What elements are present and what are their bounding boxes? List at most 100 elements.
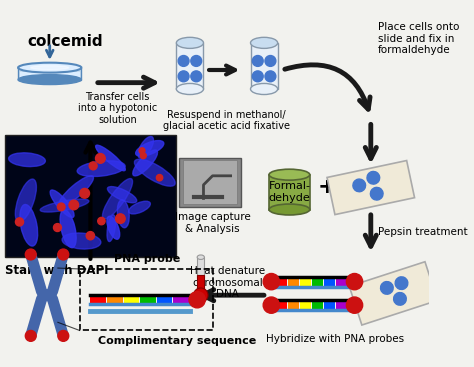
- Bar: [182, 160, 237, 204]
- Circle shape: [189, 291, 205, 308]
- Circle shape: [263, 297, 280, 313]
- Bar: [20, 72, 80, 80]
- Text: Resuspend in methanol/
glacial acetic acid fixative: Resuspend in methanol/ glacial acetic ac…: [163, 110, 290, 131]
- Ellipse shape: [9, 153, 46, 167]
- Bar: [176, 43, 203, 89]
- Ellipse shape: [176, 83, 203, 95]
- Ellipse shape: [40, 199, 89, 212]
- Ellipse shape: [251, 37, 278, 48]
- Circle shape: [116, 214, 125, 224]
- Bar: [251, 43, 278, 89]
- Bar: [18, 68, 82, 80]
- Text: +: +: [318, 177, 337, 197]
- Ellipse shape: [18, 63, 82, 73]
- Circle shape: [346, 297, 363, 313]
- Bar: [276, 277, 287, 287]
- Bar: [179, 158, 241, 207]
- Circle shape: [178, 55, 189, 66]
- Ellipse shape: [31, 66, 69, 70]
- Ellipse shape: [269, 169, 310, 180]
- Bar: [336, 300, 347, 310]
- Ellipse shape: [117, 200, 129, 228]
- Bar: [327, 160, 415, 215]
- Ellipse shape: [197, 255, 204, 259]
- Bar: [288, 300, 299, 310]
- Ellipse shape: [62, 233, 101, 249]
- Circle shape: [69, 200, 79, 210]
- Circle shape: [252, 55, 263, 66]
- Text: Complimentary sequence: Complimentary sequence: [98, 336, 256, 346]
- Circle shape: [395, 277, 408, 290]
- Circle shape: [58, 249, 69, 260]
- Circle shape: [265, 71, 276, 82]
- Circle shape: [370, 188, 383, 200]
- Circle shape: [252, 71, 263, 82]
- Circle shape: [191, 55, 201, 66]
- Text: colcemid: colcemid: [27, 34, 103, 49]
- Text: Heat denature
chromosomal
DNA: Heat denature chromosomal DNA: [191, 266, 265, 299]
- Ellipse shape: [107, 216, 120, 239]
- Circle shape: [367, 171, 380, 184]
- Bar: [269, 175, 310, 210]
- Bar: [324, 277, 335, 287]
- Circle shape: [193, 288, 208, 302]
- Circle shape: [25, 330, 36, 341]
- Ellipse shape: [269, 204, 310, 215]
- Circle shape: [80, 188, 90, 198]
- Circle shape: [156, 175, 163, 181]
- Text: Place cells onto
slide and fix in
formaldehyde: Place cells onto slide and fix in formal…: [378, 22, 459, 55]
- Ellipse shape: [176, 37, 203, 48]
- Bar: [312, 300, 323, 310]
- Text: Image capture
& Analysis: Image capture & Analysis: [174, 212, 250, 233]
- Circle shape: [393, 292, 406, 305]
- Bar: [5, 135, 176, 257]
- Ellipse shape: [108, 186, 137, 203]
- Ellipse shape: [133, 150, 157, 176]
- Circle shape: [353, 179, 365, 192]
- Bar: [300, 300, 311, 310]
- Circle shape: [95, 153, 105, 163]
- Bar: [336, 277, 347, 287]
- Bar: [124, 295, 139, 304]
- Circle shape: [16, 218, 24, 226]
- Ellipse shape: [102, 178, 133, 219]
- Ellipse shape: [59, 176, 93, 206]
- Circle shape: [191, 71, 201, 82]
- Circle shape: [263, 273, 280, 290]
- Ellipse shape: [15, 179, 36, 222]
- Bar: [300, 277, 311, 287]
- Circle shape: [25, 249, 36, 260]
- Circle shape: [139, 148, 145, 153]
- Ellipse shape: [18, 75, 82, 84]
- Bar: [173, 295, 189, 304]
- Bar: [107, 295, 123, 304]
- Ellipse shape: [128, 201, 150, 214]
- Ellipse shape: [20, 204, 37, 246]
- Circle shape: [54, 224, 62, 232]
- Text: Stain with DAPI: Stain with DAPI: [5, 264, 108, 277]
- Ellipse shape: [77, 161, 125, 177]
- Ellipse shape: [138, 137, 154, 158]
- Ellipse shape: [136, 141, 164, 156]
- Circle shape: [178, 71, 189, 82]
- Bar: [349, 262, 438, 325]
- Bar: [80, 269, 213, 330]
- Bar: [197, 257, 204, 277]
- Ellipse shape: [39, 290, 55, 301]
- Bar: [276, 300, 287, 310]
- Text: Hybridize with PNA probes: Hybridize with PNA probes: [265, 334, 404, 344]
- Bar: [91, 295, 106, 304]
- Bar: [140, 295, 156, 304]
- Text: Pepsin treatment: Pepsin treatment: [378, 227, 468, 237]
- Text: Formal-
dehyde: Formal- dehyde: [268, 181, 310, 203]
- Circle shape: [58, 330, 69, 341]
- Ellipse shape: [135, 159, 175, 186]
- Bar: [324, 300, 335, 310]
- Circle shape: [140, 153, 146, 159]
- Ellipse shape: [251, 83, 278, 95]
- Circle shape: [86, 232, 94, 240]
- Bar: [288, 277, 299, 287]
- Text: Transfer cells
into a hypotonic
solution: Transfer cells into a hypotonic solution: [78, 92, 157, 125]
- Bar: [157, 295, 173, 304]
- Circle shape: [381, 281, 393, 294]
